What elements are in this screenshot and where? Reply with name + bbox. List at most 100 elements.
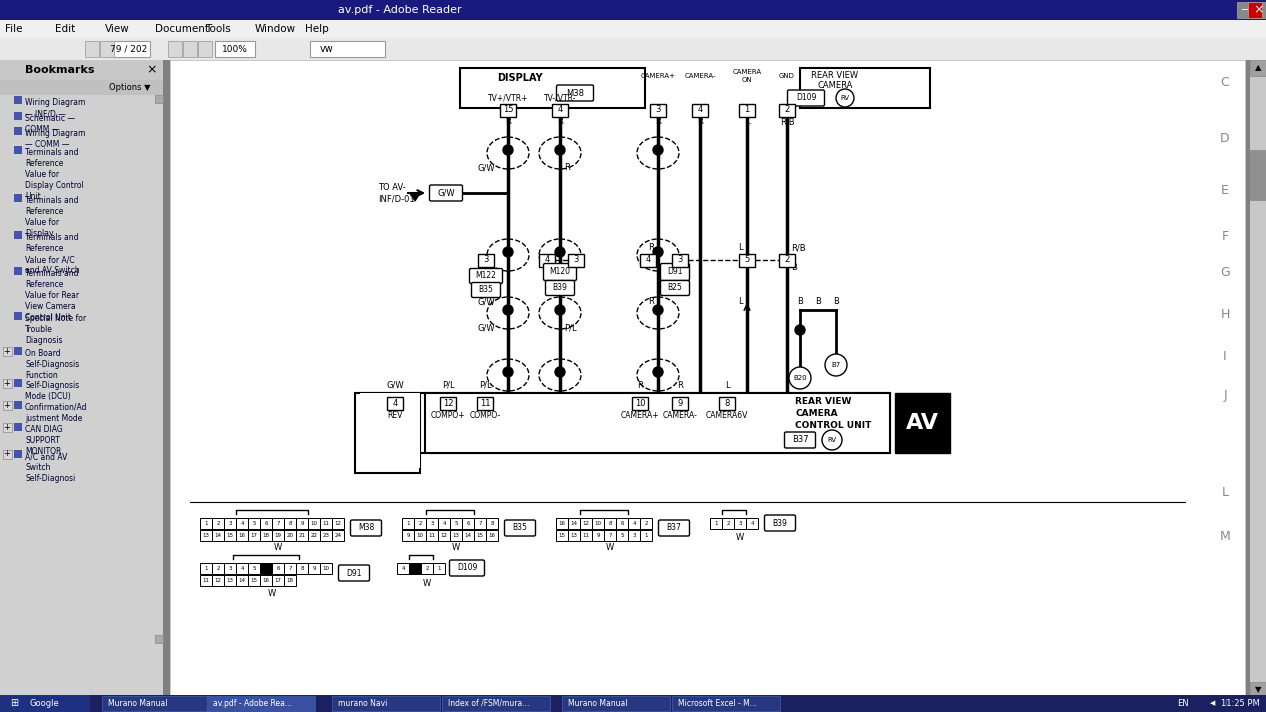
Text: 9: 9 <box>677 399 682 407</box>
Text: B37: B37 <box>791 436 808 444</box>
Bar <box>100 41 114 57</box>
Text: Bookmarks: Bookmarks <box>25 65 95 75</box>
Circle shape <box>555 145 565 155</box>
Circle shape <box>555 305 565 315</box>
Bar <box>1250 60 1266 698</box>
Text: ×: × <box>1253 4 1265 16</box>
Bar <box>85 41 99 57</box>
Text: 19: 19 <box>275 533 281 538</box>
Text: 9: 9 <box>596 533 600 538</box>
Bar <box>438 518 449 529</box>
Bar <box>0 0 1266 20</box>
Text: Terminals and
Reference
Value for Rear
View Camera
Control Unit: Terminals and Reference Value for Rear V… <box>25 269 78 323</box>
Circle shape <box>503 367 513 377</box>
Bar <box>425 530 438 541</box>
Text: 3: 3 <box>632 533 636 538</box>
Bar <box>1252 2 1266 18</box>
Bar <box>235 575 248 586</box>
Text: Schematic —
COMM —: Schematic — COMM — <box>25 114 75 134</box>
Bar <box>500 103 517 117</box>
Text: J: J <box>1223 389 1227 402</box>
Bar <box>320 563 332 574</box>
FancyBboxPatch shape <box>351 520 381 536</box>
Text: 3: 3 <box>228 521 232 526</box>
Text: L: L <box>738 244 743 253</box>
Text: 8: 8 <box>608 521 611 526</box>
Text: murano Navi: murano Navi <box>338 698 387 708</box>
Text: 13: 13 <box>203 533 209 538</box>
Text: Terminals and
Reference
Value for
Display: Terminals and Reference Value for Displa… <box>25 196 78 239</box>
Bar <box>628 518 641 529</box>
Bar <box>672 253 687 266</box>
Bar <box>632 397 648 409</box>
FancyBboxPatch shape <box>546 281 575 295</box>
Bar <box>235 530 248 541</box>
Bar <box>0 695 1266 712</box>
Text: 1: 1 <box>406 521 410 526</box>
Text: TO AV-: TO AV- <box>379 182 405 192</box>
Bar <box>628 530 641 541</box>
Bar <box>0 695 90 712</box>
Text: CAMERA+: CAMERA+ <box>620 411 660 419</box>
Text: M38: M38 <box>566 88 584 98</box>
Bar <box>320 530 332 541</box>
Text: 10: 10 <box>634 399 646 407</box>
Text: 4: 4 <box>241 521 244 526</box>
Bar <box>248 563 260 574</box>
Text: 10: 10 <box>310 521 318 526</box>
Text: Special Note for
Trouble
Diagnosis: Special Note for Trouble Diagnosis <box>25 314 86 345</box>
Text: 4: 4 <box>241 566 244 571</box>
Bar <box>224 563 235 574</box>
Bar <box>486 530 498 541</box>
Bar <box>552 103 568 117</box>
Text: Document: Document <box>154 24 209 34</box>
Text: 5: 5 <box>454 521 458 526</box>
Bar <box>211 563 224 574</box>
Text: CAMERA-: CAMERA- <box>662 411 698 419</box>
Text: A/C and AV
Switch
Self-Diagnosi: A/C and AV Switch Self-Diagnosi <box>25 452 75 483</box>
Bar <box>272 575 284 586</box>
Text: CAMERA: CAMERA <box>818 81 853 90</box>
Text: 3: 3 <box>228 566 232 571</box>
Text: R: R <box>655 117 661 127</box>
Bar <box>224 530 235 541</box>
Text: 11: 11 <box>582 533 590 538</box>
Bar <box>260 575 272 586</box>
Text: vw: vw <box>320 44 334 54</box>
Bar <box>215 41 254 57</box>
Text: 4: 4 <box>557 105 562 115</box>
Text: CAN DIAG
SUPPORT
MONITOR: CAN DIAG SUPPORT MONITOR <box>25 425 63 456</box>
Text: 11: 11 <box>480 399 490 407</box>
Bar <box>1237 2 1251 18</box>
Bar <box>3 423 11 432</box>
Text: M122: M122 <box>476 271 496 281</box>
Text: P/L: P/L <box>563 323 576 333</box>
Text: Murano Manual: Murano Manual <box>108 698 167 708</box>
Bar <box>693 103 708 117</box>
Text: Help: Help <box>305 24 329 34</box>
Bar <box>486 518 498 529</box>
Text: 100%: 100% <box>222 44 248 53</box>
Bar <box>556 530 568 541</box>
Bar <box>272 518 284 529</box>
Text: RV: RV <box>828 437 837 443</box>
Bar <box>641 518 652 529</box>
Bar <box>14 450 22 458</box>
Bar <box>425 393 890 453</box>
Text: 20: 20 <box>286 533 294 538</box>
Text: 4: 4 <box>646 256 651 264</box>
Circle shape <box>555 367 565 377</box>
Circle shape <box>503 145 513 155</box>
Text: CAMERA6V: CAMERA6V <box>706 411 748 419</box>
Bar <box>14 312 22 320</box>
Bar <box>562 696 670 711</box>
Text: B: B <box>791 263 796 273</box>
Text: 15: 15 <box>503 105 513 115</box>
Bar <box>641 253 656 266</box>
Text: 16: 16 <box>489 533 495 538</box>
Text: G: G <box>1220 266 1229 278</box>
Bar <box>734 518 746 529</box>
Text: 4: 4 <box>751 521 753 526</box>
Text: R: R <box>505 117 511 127</box>
Text: 3: 3 <box>656 105 661 115</box>
